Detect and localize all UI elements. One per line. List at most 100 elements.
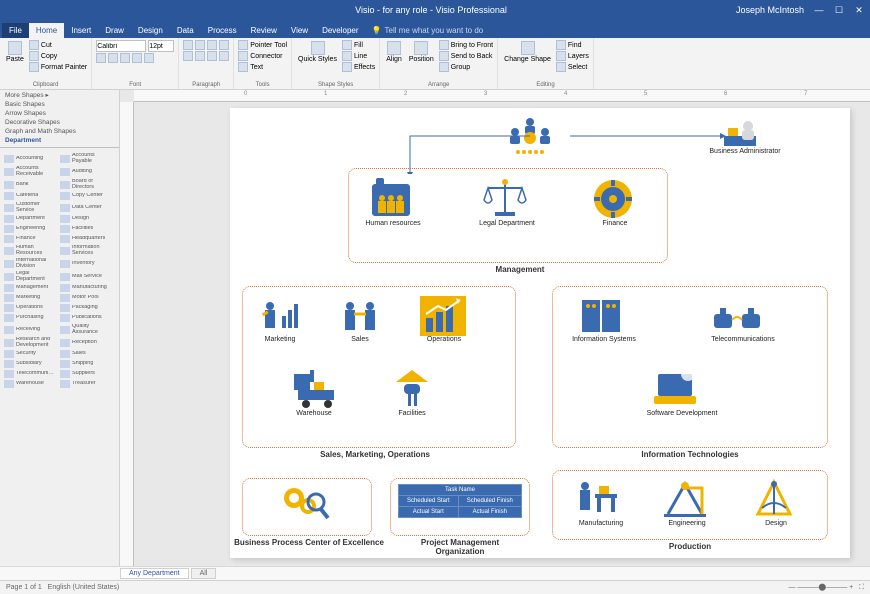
shapes-category[interactable]: Arrow Shapes [0,109,119,118]
close-icon[interactable]: ✕ [854,5,864,15]
stencil-item[interactable]: Inventory [58,257,114,270]
bring-front-button[interactable]: Bring to Front [439,40,493,50]
stencil-item[interactable]: Accounts Payable [58,152,114,165]
font-size-select[interactable] [148,40,174,52]
tab-home[interactable]: Home [29,23,64,38]
tab-file[interactable]: File [2,23,29,38]
italic-button[interactable] [108,53,118,63]
stencil-item[interactable]: Research and Development [2,336,58,349]
stencil-item[interactable]: Telecommuni… [2,369,58,379]
stencil-item[interactable]: Warehouse [2,379,58,389]
zoom-controls[interactable]: — ———⬤——— + ⛶ [788,583,864,592]
stencil-item[interactable]: Auditing [58,165,114,178]
stencil-item[interactable]: Security [2,349,58,359]
indent-inc-button[interactable] [207,51,217,61]
shapes-category[interactable]: Decorative Shapes [0,118,119,127]
group-button[interactable]: Group [439,62,493,72]
stencil-item[interactable]: Customer Service [2,201,58,214]
align-center-button[interactable] [195,40,205,50]
stencil-item[interactable]: Motor Pool [58,293,114,303]
minimize-icon[interactable]: — [814,5,824,15]
shapes-category[interactable]: Graph and Math Shapes [0,127,119,136]
change-shape-button[interactable]: Change Shape [502,40,553,64]
page-tab-all[interactable]: All [191,568,217,579]
text-tool-button[interactable]: Text [238,62,263,72]
stencil-item[interactable]: Finance [2,234,58,244]
tab-developer[interactable]: Developer [315,23,365,38]
align-button[interactable]: Align [384,40,404,64]
send-back-button[interactable]: Send to Back [439,51,493,61]
format-painter-button[interactable]: Format Painter [29,62,87,72]
cut-button[interactable]: Cut [29,40,87,50]
shapes-category[interactable]: Department [0,136,119,148]
tab-data[interactable]: Data [170,23,201,38]
stencil-item[interactable]: Packaging [58,303,114,313]
stencil-item[interactable]: Management [2,283,58,293]
stencil-item[interactable]: Legal Department [2,270,58,283]
maximize-icon[interactable]: ☐ [834,5,844,15]
stencil-item[interactable]: Reception [58,336,114,349]
find-button[interactable]: Find [556,40,589,50]
tab-draw[interactable]: Draw [98,23,131,38]
tab-review[interactable]: Review [244,23,284,38]
indent-dec-button[interactable] [195,51,205,61]
shapes-category[interactable]: Basic Shapes [0,100,119,109]
shapes-category[interactable]: More Shapes ▸ [0,90,119,100]
stencil-item[interactable]: Purchasing [2,313,58,323]
stencil-item[interactable]: Headquarters [58,234,114,244]
stencil-item[interactable]: Copy Center [58,191,114,201]
stencil-item[interactable]: Human Resources [2,244,58,257]
stencil-item[interactable]: Facilities [58,224,114,234]
strike-button[interactable] [132,53,142,63]
align-right-button[interactable] [207,40,217,50]
connector-tool-button[interactable]: Connector [238,51,282,61]
justify-button[interactable] [219,40,229,50]
font-family-select[interactable] [96,40,146,52]
stencil-item[interactable]: Shipping [58,359,114,369]
stencil-item[interactable]: Sales [58,349,114,359]
bullets-button[interactable] [183,51,193,61]
copy-button[interactable]: Copy [29,51,87,61]
stencil-item[interactable]: Subsidiary [2,359,58,369]
effects-button[interactable]: Effects [342,62,375,72]
pointer-tool-button[interactable]: Pointer Tool [238,40,287,50]
tab-view[interactable]: View [284,23,315,38]
tab-process[interactable]: Process [201,23,244,38]
underline-button[interactable] [120,53,130,63]
stencil-item[interactable]: Treasurer [58,379,114,389]
drawing-page[interactable]: Business Administrator Human resources [230,108,850,558]
bold-button[interactable] [96,53,106,63]
stencil-item[interactable]: Accounting [2,152,58,165]
stencil-item[interactable]: Board of Directors [58,178,114,191]
font-color-button[interactable] [144,53,154,63]
page-tab-active[interactable]: Any Department [120,568,189,579]
paste-button[interactable]: Paste [4,40,26,64]
stencil-item[interactable]: Department [2,214,58,224]
canvas[interactable]: 01234567 Business Administrator [120,90,870,566]
tab-design[interactable]: Design [131,23,170,38]
stencil-item[interactable]: Cafeteria [2,191,58,201]
stencil-item[interactable]: Quality Assurance [58,323,114,336]
stencil-item[interactable]: Manufacturing [58,283,114,293]
stencil-item[interactable]: Data Center [58,201,114,214]
stencil-item[interactable]: Design [58,214,114,224]
stencil-item[interactable]: Mail Service [58,270,114,283]
stencil-item[interactable]: Bank [2,178,58,191]
align-left-button[interactable] [183,40,193,50]
stencil-item[interactable]: Suppliers [58,369,114,379]
rotate-text-button[interactable] [219,51,229,61]
stencil-item[interactable]: Engineering [2,224,58,234]
select-button[interactable]: Select [556,62,589,72]
stencil-item[interactable]: Marketing [2,293,58,303]
stencil-item[interactable]: International Division [2,257,58,270]
stencil-item[interactable]: Receiving [2,323,58,336]
tab-insert[interactable]: Insert [64,23,98,38]
line-button[interactable]: Line [342,51,375,61]
stencil-item[interactable]: Information Services [58,244,114,257]
fill-button[interactable]: Fill [342,40,375,50]
stencil-item[interactable]: Operations [2,303,58,313]
tell-me[interactable]: 💡 Tell me what you want to do [372,26,484,38]
layers-button[interactable]: Layers [556,51,589,61]
stencil-item[interactable]: Publications [58,313,114,323]
quick-styles-button[interactable]: Quick Styles [296,40,339,64]
